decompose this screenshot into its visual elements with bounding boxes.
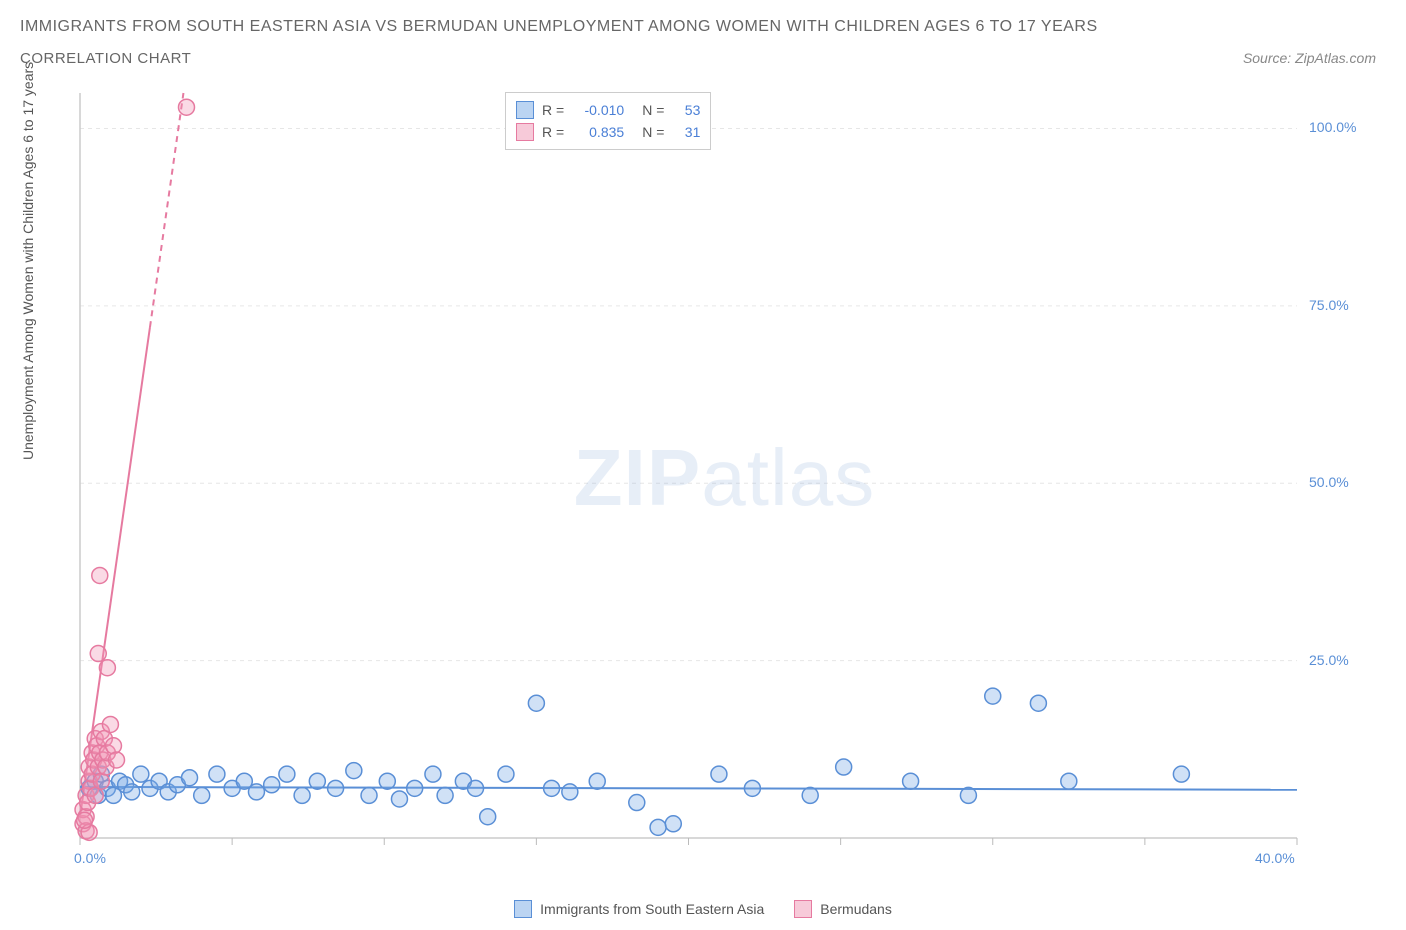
legend-swatch-series-1 (516, 123, 534, 141)
legend-swatch-series-0 (516, 101, 534, 119)
y-tick-label: 25.0% (1309, 652, 1349, 668)
source-attribution: Source: ZipAtlas.com (1243, 50, 1376, 66)
legend-swatch-series-0 (514, 900, 532, 918)
y-tick-label: 50.0% (1309, 474, 1349, 490)
legend-stats-box: R = -0.010 N = 53 R = 0.835 N = 31 (505, 92, 711, 150)
legend-r-label: R = (542, 99, 564, 121)
legend-r-value-1: 0.835 (572, 121, 624, 143)
legend-swatch-series-1 (794, 900, 812, 918)
legend-n-label: N = (642, 99, 664, 121)
legend-n-value-0: 53 (672, 99, 700, 121)
legend-stats-row-0: R = -0.010 N = 53 (516, 99, 700, 121)
y-tick-label: 100.0% (1309, 119, 1356, 135)
legend-bottom-item-0: Immigrants from South Eastern Asia (514, 900, 764, 918)
chart-title: IMMIGRANTS FROM SOUTH EASTERN ASIA VS BE… (20, 18, 1098, 36)
legend-n-label: N = (642, 121, 664, 143)
legend-label-1: Bermudans (820, 901, 892, 917)
legend-r-value-0: -0.010 (572, 99, 624, 121)
legend-r-label: R = (542, 121, 564, 143)
y-tick-label: 75.0% (1309, 297, 1349, 313)
x-tick-label: 40.0% (1255, 850, 1295, 866)
legend-bottom-item-1: Bermudans (794, 900, 892, 918)
legend-stats-row-1: R = 0.835 N = 31 (516, 121, 700, 143)
scatter-chart-svg (72, 88, 1377, 868)
legend-n-value-1: 31 (672, 121, 700, 143)
y-axis-label: Unemployment Among Women with Children A… (20, 62, 36, 460)
legend-label-0: Immigrants from South Eastern Asia (540, 901, 764, 917)
chart-area: ZIPatlas (72, 88, 1377, 868)
chart-subtitle: CORRELATION CHART (20, 50, 191, 67)
legend-bottom: Immigrants from South Eastern Asia Bermu… (0, 900, 1406, 918)
x-tick-label: 0.0% (74, 850, 106, 866)
